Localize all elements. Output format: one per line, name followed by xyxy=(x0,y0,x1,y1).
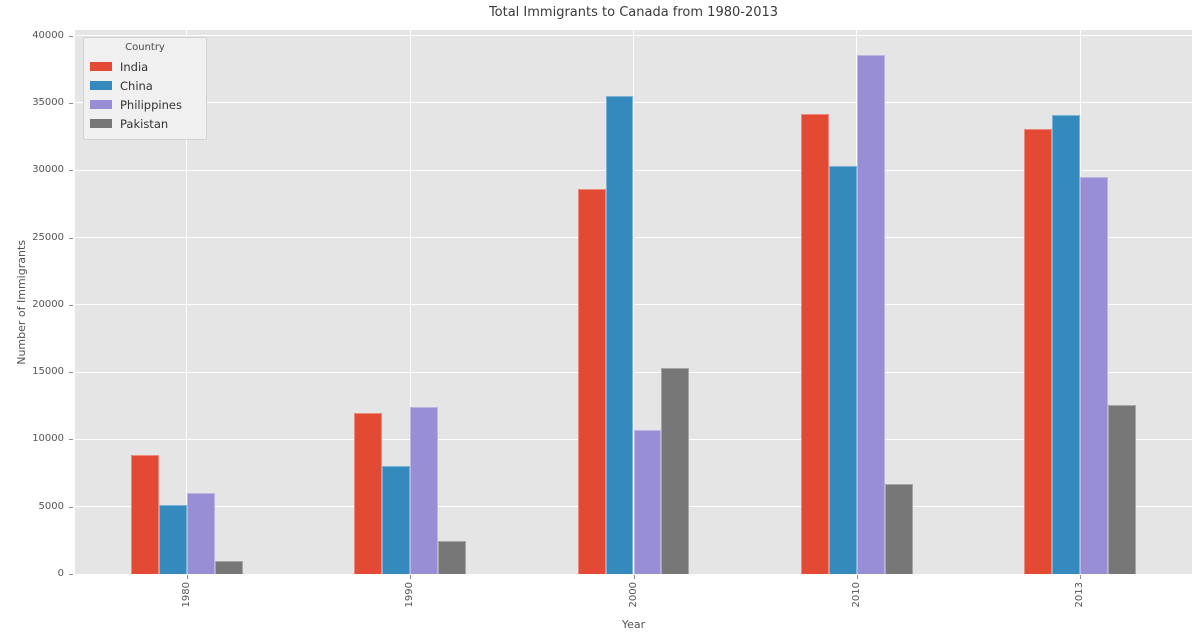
legend-swatch-icon xyxy=(90,100,112,109)
y-tick-mark xyxy=(69,439,73,441)
legend-item-india: India xyxy=(90,57,200,76)
bar-india-2013 xyxy=(1024,128,1053,574)
legend: Country India China Philippines Pakistan xyxy=(83,37,207,140)
x-tick-mark xyxy=(1080,575,1082,579)
bar-china-2000 xyxy=(605,96,634,574)
bar-india-2010 xyxy=(801,113,829,574)
x-tick-label: 1990 xyxy=(404,582,416,608)
y-tick-label: 25000 xyxy=(32,231,64,243)
bar-china-1990 xyxy=(382,465,411,574)
legend-title: Country xyxy=(125,42,165,53)
legend-label: China xyxy=(120,78,153,93)
y-tick-mark xyxy=(69,237,73,239)
bar-philippines-1990 xyxy=(410,406,439,574)
bar-pakistan-1990 xyxy=(438,541,466,574)
bar-india-1980 xyxy=(130,454,159,574)
y-tick-label: 40000 xyxy=(32,29,64,41)
legend-label: Philippines xyxy=(120,97,182,112)
bar-pakistan-2000 xyxy=(661,367,690,574)
y-tick-label: 0 xyxy=(57,568,64,579)
bar-philippines-2013 xyxy=(1080,176,1109,574)
legend-label: India xyxy=(120,59,149,74)
y-tick-label: 20000 xyxy=(32,298,64,310)
x-tick-mark xyxy=(186,575,188,579)
bar-philippines-1980 xyxy=(186,492,215,574)
y-tick-mark xyxy=(69,304,73,306)
x-tick-label: 2010 xyxy=(850,582,862,608)
legend-swatch-icon xyxy=(90,62,112,71)
legend-swatch-icon xyxy=(90,119,112,128)
v-gridline xyxy=(186,30,188,574)
y-tick-mark xyxy=(69,170,73,172)
bar-philippines-2010 xyxy=(856,54,885,574)
x-tick-label: 1980 xyxy=(180,582,192,608)
y-tick-label: 10000 xyxy=(32,433,64,445)
x-tick-mark xyxy=(410,575,412,579)
x-tick-mark xyxy=(856,575,858,579)
bar-china-2010 xyxy=(828,166,857,574)
v-gridline xyxy=(409,30,411,574)
legend-label: Pakistan xyxy=(120,116,169,131)
legend-item-pakistan: Pakistan xyxy=(90,114,200,133)
bar-china-1980 xyxy=(158,505,187,574)
bar-pakistan-2013 xyxy=(1108,404,1137,574)
legend-item-china: China xyxy=(90,76,200,95)
y-tick-label: 35000 xyxy=(32,96,64,108)
v-gridline xyxy=(633,30,634,574)
x-axis-label: Year xyxy=(621,618,646,631)
y-tick-mark xyxy=(69,372,73,374)
chart-title: Total Immigrants to Canada from 1980-201… xyxy=(488,5,779,20)
bar-india-1990 xyxy=(354,413,383,574)
bar-pakistan-1980 xyxy=(214,561,243,574)
h-gridline xyxy=(75,573,1192,575)
y-tick-mark xyxy=(69,102,73,104)
bar-india-2000 xyxy=(577,189,606,574)
x-tick-label: 2013 xyxy=(1074,582,1086,608)
y-tick-mark xyxy=(69,35,73,37)
x-tick-label: 2000 xyxy=(627,582,639,608)
y-tick-label: 5000 xyxy=(38,500,64,512)
bar-pakistan-2010 xyxy=(884,483,913,574)
plot-area: Country India China Philippines Pakistan xyxy=(75,30,1192,575)
legend-items: India China Philippines Pakistan xyxy=(90,57,200,133)
y-tick-mark xyxy=(69,506,73,508)
y-tick-mark xyxy=(69,574,73,575)
x-tick-mark xyxy=(633,575,635,579)
y-tick-label: 15000 xyxy=(32,366,64,378)
bar-philippines-2000 xyxy=(633,430,662,574)
legend-item-philippines: Philippines xyxy=(90,95,200,114)
legend-swatch-icon xyxy=(90,81,112,90)
bar-china-2013 xyxy=(1052,115,1081,574)
y-tick-label: 30000 xyxy=(32,164,64,176)
